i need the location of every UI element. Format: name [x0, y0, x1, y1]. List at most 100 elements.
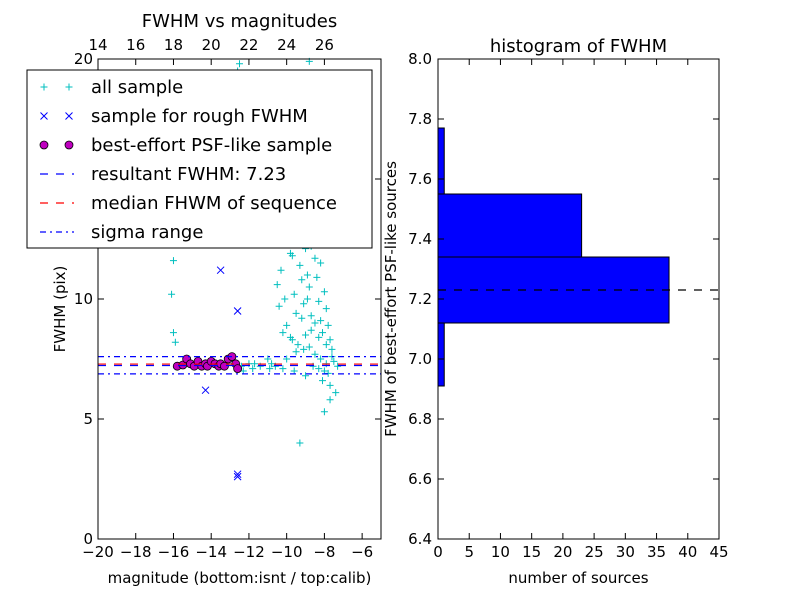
all-sample-point	[283, 321, 291, 329]
all-sample-point	[281, 295, 289, 303]
all-sample-point	[273, 281, 281, 289]
all-sample-point	[326, 336, 334, 344]
psf-sample-point	[233, 364, 243, 374]
all-sample-point	[315, 333, 323, 341]
hist-x-tick-label: 0	[433, 543, 443, 561]
histogram-bar	[437, 127, 445, 195]
legend-label: best-effort PSF-like sample	[91, 135, 332, 156]
all-sample-point	[288, 336, 296, 344]
right-y-axis-label: FWHM of best-effort PSF-like sources	[382, 161, 400, 437]
legend-marker-x	[40, 112, 48, 120]
x-tick-label: −16	[158, 543, 190, 561]
all-sample-point	[322, 341, 330, 349]
hist-y-tick-label: 7.0	[408, 350, 432, 368]
legend-label: median FHWM of sequence	[91, 193, 337, 214]
rough-sample-point	[233, 470, 242, 479]
histogram-bar	[437, 193, 583, 258]
all-sample-point	[303, 271, 311, 279]
top-tick-label: 26	[315, 36, 334, 54]
hist-y-tick-label: 6.6	[408, 470, 432, 488]
all-sample-point	[305, 283, 313, 291]
hist-x-tick-label: 5	[464, 543, 474, 561]
all-sample-point	[326, 381, 334, 389]
left-x-axis-label: magnitude (bottom:isnt / top:calib)	[108, 569, 372, 587]
left-chart-title: FWHM vs magnitudes	[142, 11, 337, 32]
all-sample-point	[307, 312, 315, 320]
all-sample-point	[290, 290, 298, 298]
legend-marker-x	[65, 112, 73, 120]
hist-x-tick-label: 30	[616, 543, 635, 561]
y-tick-label: 20	[74, 50, 93, 68]
all-sample-point	[303, 295, 311, 303]
x-tick-label: −12	[233, 543, 265, 561]
all-sample-point	[279, 365, 287, 373]
all-sample-point	[264, 355, 272, 363]
all-sample-point	[169, 257, 177, 265]
all-sample-point	[320, 288, 328, 296]
hist-x-tick-label: 40	[678, 543, 697, 561]
hist-x-tick-label: 10	[491, 543, 510, 561]
legend-marker-plus	[40, 83, 48, 91]
all-sample-point	[313, 273, 321, 281]
all-sample-point	[315, 297, 323, 305]
all-sample-point	[311, 350, 319, 358]
y-tick-label: 5	[83, 410, 93, 428]
top-tick-label: 20	[202, 36, 221, 54]
top-tick-label: 22	[239, 36, 258, 54]
top-tick-label: 24	[277, 36, 296, 54]
rough-sample-point	[201, 386, 210, 395]
x-tick-label: −18	[120, 543, 152, 561]
all-sample-point	[286, 249, 294, 257]
all-sample-point	[292, 348, 300, 356]
all-sample-point	[169, 329, 177, 337]
all-sample-point	[298, 314, 306, 322]
all-sample-point	[319, 329, 327, 337]
hist-y-tick-label: 6.8	[408, 410, 432, 428]
legend-marker-circle	[39, 140, 49, 150]
hist-x-tick-label: 35	[647, 543, 666, 561]
all-sample-point	[302, 331, 310, 339]
rough-sample-point	[216, 266, 225, 275]
histogram-bar	[437, 322, 445, 387]
hist-y-tick-label: 7.8	[408, 110, 432, 128]
all-sample-point	[322, 305, 330, 313]
legend-label: sigma range	[91, 222, 203, 243]
legend-marker-plus	[65, 83, 73, 91]
all-sample-point	[311, 254, 319, 262]
all-sample-point	[268, 360, 276, 368]
hist-y-tick-label: 8.0	[408, 50, 432, 68]
all-sample-point	[334, 362, 342, 370]
all-sample-point	[236, 60, 243, 68]
hist-y-tick-label: 7.2	[408, 290, 432, 308]
all-sample-point	[283, 355, 291, 363]
all-sample-point	[275, 302, 283, 310]
hist-y-tick-label: 7.6	[408, 170, 432, 188]
all-sample-point	[279, 329, 287, 337]
all-sample-point	[296, 439, 304, 447]
all-sample-point	[294, 341, 302, 349]
all-sample-point	[307, 326, 315, 334]
rough-sample-point	[233, 472, 242, 481]
all-sample-point	[171, 338, 179, 346]
x-tick-label: −6	[351, 543, 373, 561]
psf-sample-point	[220, 361, 229, 371]
all-sample-point	[317, 355, 325, 363]
right-x-axis-label: number of sources	[508, 569, 648, 587]
legend-box	[26, 69, 373, 249]
all-sample-point	[319, 377, 327, 385]
all-sample-point	[328, 353, 336, 361]
hist-x-tick-label: 20	[553, 543, 572, 561]
all-sample-point	[328, 345, 336, 353]
all-sample-point	[300, 300, 308, 308]
all-sample-point	[296, 261, 304, 269]
all-sample-point	[317, 259, 325, 267]
all-sample-point	[317, 317, 325, 325]
left-y-axis-label: FWHM (pix)	[51, 266, 69, 353]
all-sample-point	[300, 345, 308, 353]
rough-sample-point	[233, 307, 242, 315]
hist-x-tick-label: 45	[709, 543, 728, 561]
hist-y-tick-label: 6.4	[408, 530, 432, 548]
hist-y-tick-label: 7.4	[408, 230, 432, 248]
y-tick-label: 10	[74, 290, 93, 308]
